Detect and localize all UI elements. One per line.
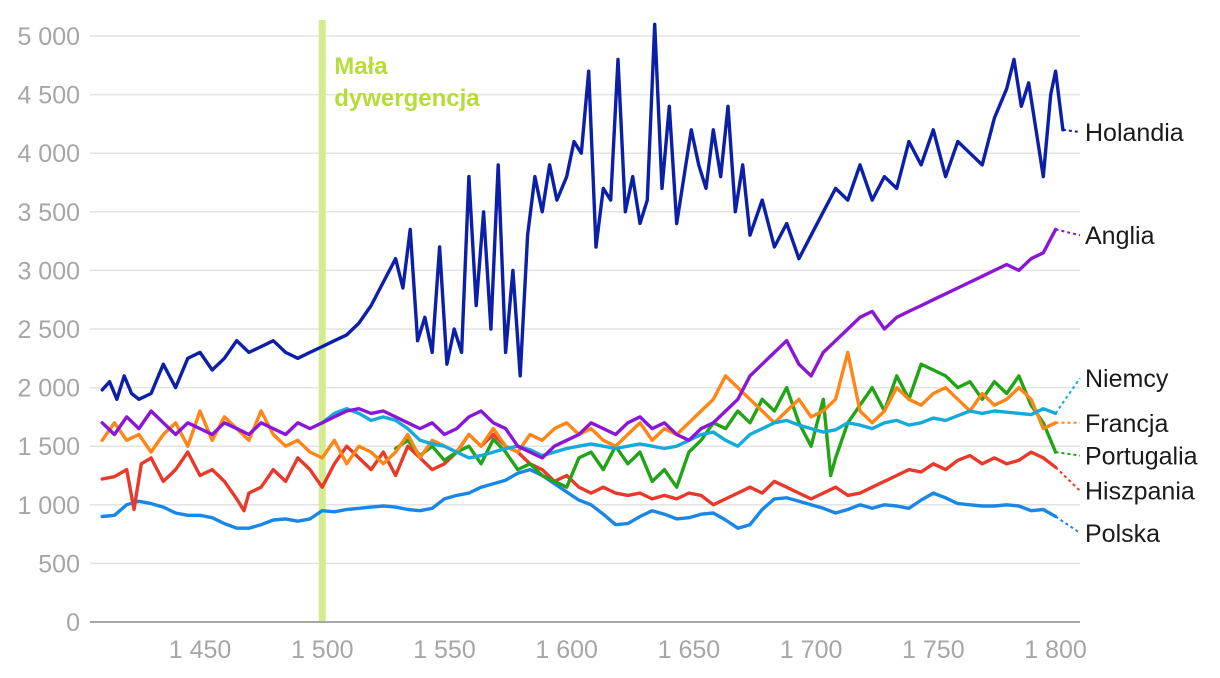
- y-tick-label: 4 500: [17, 82, 80, 110]
- series-connector-holandia: [1062, 128, 1081, 134]
- series-connector-hiszpania: [1054, 466, 1081, 492]
- y-tick-label: 3 000: [17, 257, 80, 285]
- series-connector-niemcy: [1054, 377, 1081, 414]
- y-tick-label: 5 000: [17, 23, 80, 51]
- series-line-anglia: [100, 227, 1058, 460]
- series-label-niemcy: Niemcy: [1085, 365, 1169, 393]
- series-label-polska: Polska: [1085, 520, 1160, 548]
- y-tick-label: 500: [38, 550, 80, 578]
- series-connector-anglia: [1055, 228, 1081, 237]
- series-label-portugalia: Portugalia: [1085, 443, 1198, 471]
- series-line-hiszpania: [100, 432, 1058, 513]
- y-tick-label: 3 500: [17, 199, 80, 227]
- x-tick-label: 1 700: [780, 636, 843, 664]
- series-connector-portugalia: [1055, 451, 1081, 457]
- series-line-polska: [100, 467, 1058, 530]
- annotation-group: Mała dywergencja: [318, 20, 480, 622]
- x-tick-label: 1 750: [902, 636, 965, 664]
- series-label-francja: Francja: [1085, 410, 1168, 438]
- x-tick-label: 1 650: [658, 636, 721, 664]
- annotation-label: Mała: [334, 53, 388, 80]
- series-connector-polska: [1054, 515, 1081, 534]
- y-tick-label: 1 000: [17, 492, 80, 520]
- y-tick-label: 0: [66, 609, 80, 637]
- y-tick-label: 2 500: [17, 316, 80, 344]
- series-line-portugalia: [393, 362, 1058, 489]
- axes: 0 500 1 000 1 500 2 000 2 500 3 000 3 500 4 000 4…: [17, 23, 1086, 664]
- x-tick-label: 1 550: [413, 636, 476, 664]
- series-lines: [100, 22, 1065, 530]
- annotation-label: dywergencja: [334, 85, 480, 112]
- series-label-hiszpania: Hiszpania: [1085, 478, 1195, 506]
- x-tick-label: 1 800: [1024, 636, 1087, 664]
- x-tick-label: 1 450: [169, 636, 232, 664]
- y-tick-label: 4 000: [17, 140, 80, 168]
- series-labels: Polska Hiszpania Portugalia Francja Niemcy An…: [1054, 119, 1198, 548]
- x-tick-label: 1 500: [291, 636, 354, 664]
- series-label-holandia: Holandia: [1085, 119, 1184, 147]
- series-label-anglia: Anglia: [1085, 222, 1155, 250]
- y-tick-label: 2 000: [17, 375, 80, 403]
- series-line-holandia: [100, 22, 1065, 401]
- y-tick-label: 1 500: [17, 433, 80, 461]
- x-tick-label: 1 600: [535, 636, 598, 664]
